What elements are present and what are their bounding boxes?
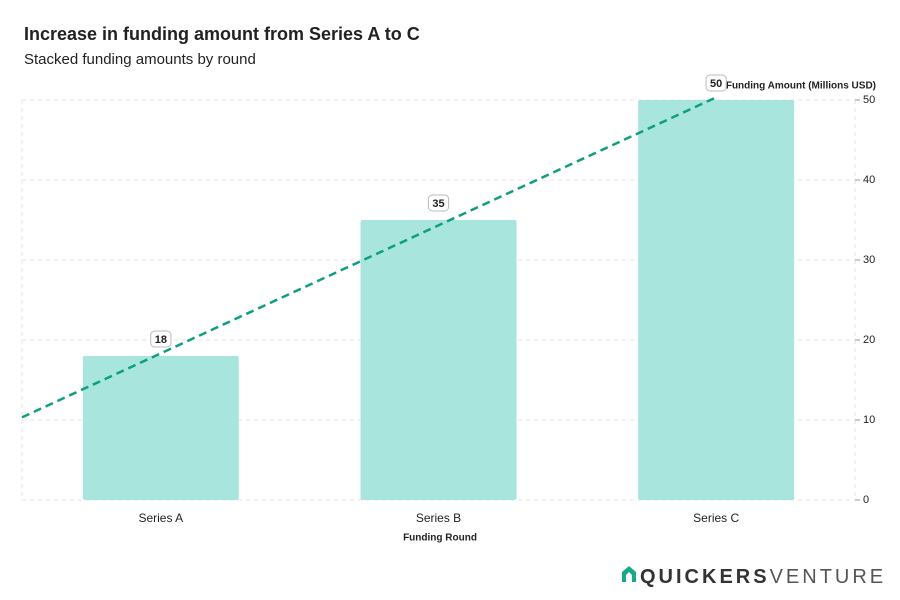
chart-title: Increase in funding amount from Series A…	[24, 24, 420, 44]
chart-subtitle: Stacked funding amounts by round	[24, 51, 256, 68]
brand-light: VENTURE	[770, 566, 887, 588]
x-tick-label: Series C	[693, 511, 739, 525]
x-tick-label: Series A	[138, 511, 183, 525]
y-tick-label: 0	[863, 494, 869, 506]
bar	[82, 356, 239, 500]
x-tick-label: Series B	[416, 511, 461, 525]
y-axis-title: Funding Amount (Millions USD)	[726, 81, 876, 92]
logo-icon	[622, 566, 636, 582]
value-label: 18	[155, 334, 167, 346]
value-label: 50	[710, 78, 722, 90]
y-tick-label: 20	[863, 334, 875, 346]
brand-bold: QUICKERS	[640, 566, 770, 588]
y-tick-label: 10	[863, 414, 875, 426]
x-axis-title: Funding Round	[403, 533, 477, 544]
trend-line	[21, 96, 717, 419]
value-label-box	[150, 330, 172, 348]
y-tick-label: 50	[863, 94, 875, 106]
brand-text: QUICKERSVENTURE	[640, 566, 886, 588]
y-tick-label: 30	[863, 254, 875, 266]
brand-logo: QUICKERSVENTURE	[622, 566, 886, 588]
value-label-box	[427, 194, 450, 212]
bar	[638, 100, 795, 500]
value-label: 35	[432, 198, 444, 210]
y-tick-label: 40	[863, 174, 875, 186]
value-label-box	[705, 74, 727, 92]
bar	[360, 220, 517, 500]
